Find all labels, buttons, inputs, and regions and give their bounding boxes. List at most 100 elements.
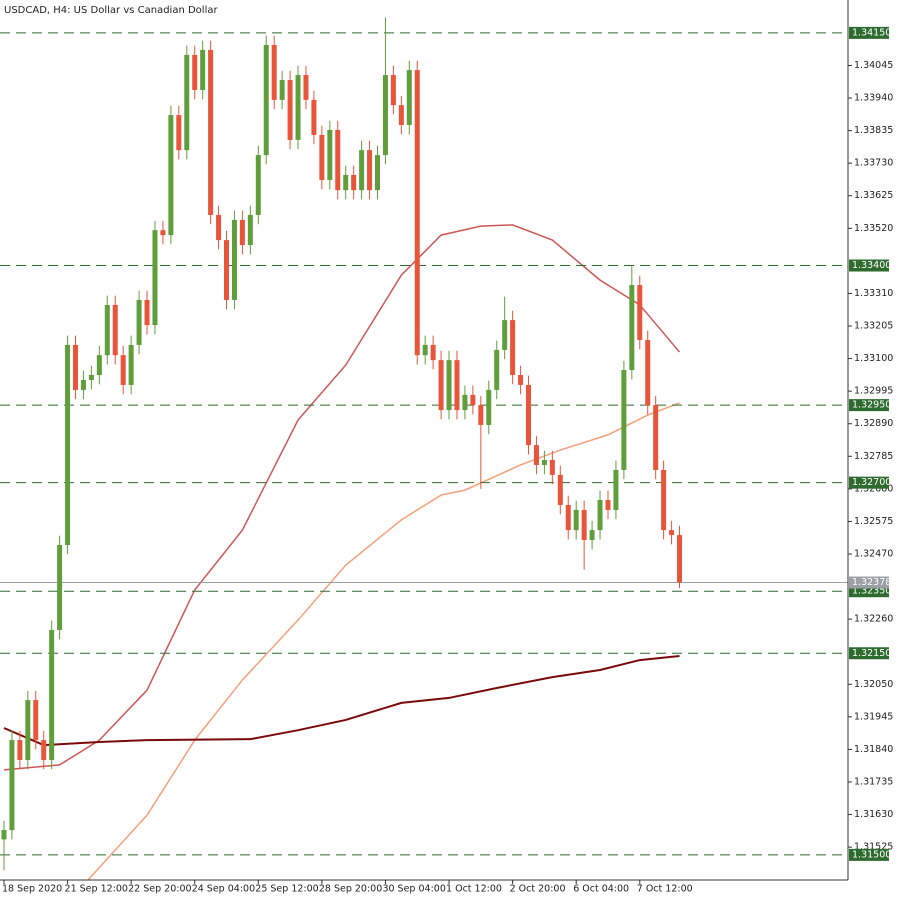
last-price-label-box	[849, 576, 889, 589]
candle-body	[303, 75, 309, 100]
candle-body	[589, 530, 595, 541]
candle-body	[287, 80, 293, 140]
level-label-box	[849, 848, 889, 861]
level-label: 1.34150	[852, 27, 891, 38]
candle-body	[454, 360, 460, 411]
candle-body	[573, 509, 579, 531]
plot-area	[0, 17, 848, 880]
candle-body	[533, 445, 539, 465]
candle-body	[247, 214, 253, 246]
level-label: 1.32950	[852, 400, 891, 411]
candle-body	[335, 129, 341, 191]
candle-body	[200, 49, 206, 90]
candle-body	[263, 44, 269, 156]
candle-body	[661, 469, 667, 531]
candle-body	[327, 129, 333, 180]
candle-body	[96, 355, 102, 376]
y-tick-label: 1.33835	[854, 125, 893, 136]
candle-body	[637, 285, 643, 340]
candle-body	[351, 174, 357, 191]
candle-body	[470, 394, 476, 406]
y-tick-label: 1.33625	[854, 190, 893, 201]
y-tick-label: 1.33310	[854, 288, 893, 299]
level-label: 1.32150	[852, 648, 891, 659]
candle-body	[446, 360, 452, 411]
candle-body	[9, 740, 15, 831]
candle-body	[510, 320, 516, 376]
candle-body	[255, 155, 261, 215]
candle-body	[239, 219, 245, 246]
candle-body	[271, 44, 277, 100]
candle-body	[184, 54, 190, 151]
candle-body	[382, 75, 388, 156]
candle-body	[565, 504, 571, 531]
candle-body	[367, 150, 373, 191]
candle-body	[343, 174, 349, 191]
moving-average-line	[3, 224, 681, 771]
level-label: 1.31500	[852, 849, 891, 860]
x-tick-label: 2 Oct 20:00	[510, 884, 566, 895]
candle-body	[279, 80, 285, 100]
candle-body	[557, 474, 563, 505]
candle-body	[645, 339, 651, 406]
x-tick-label: 30 Sep 04:00	[382, 884, 445, 895]
candle-body	[526, 384, 532, 446]
candle-body	[390, 75, 396, 106]
last-price-label: 1.32378	[852, 577, 891, 588]
y-tick-label: 1.32575	[854, 516, 893, 527]
level-label: 1.32350	[852, 586, 891, 597]
x-tick-label: 28 Sep 20:00	[319, 884, 382, 895]
candle-body	[613, 469, 619, 510]
candle-body	[605, 500, 611, 510]
candle-body	[486, 389, 492, 425]
candle-body	[629, 285, 635, 371]
candle-body	[541, 460, 547, 465]
candle-body	[430, 344, 436, 361]
candle-body	[168, 115, 174, 236]
level-label: 1.33400	[852, 260, 891, 271]
candle-body	[112, 304, 118, 356]
y-tick-label: 1.32470	[854, 548, 893, 559]
candle-body	[406, 70, 412, 126]
candle-body	[677, 535, 683, 583]
y-tick-label: 1.32260	[854, 614, 893, 625]
candle-body	[1, 830, 7, 840]
y-tick-label: 1.33940	[854, 93, 893, 104]
candle-body	[144, 299, 150, 326]
y-tick-label: 1.32995	[854, 386, 893, 397]
y-tick-label: 1.34045	[854, 60, 893, 71]
y-tick-label: 1.31945	[854, 711, 893, 722]
candle-body	[25, 700, 31, 760]
y-tick-label: 1.31630	[854, 809, 893, 820]
candle-body	[49, 629, 55, 760]
candle-body	[375, 155, 381, 191]
y-tick-label: 1.33205	[854, 321, 893, 332]
level-label-box	[849, 399, 889, 412]
candle-body	[319, 134, 325, 180]
level-label-box	[849, 476, 889, 489]
candle-body	[192, 54, 198, 90]
level-label: 1.32700	[852, 477, 891, 488]
candle-body	[462, 394, 468, 411]
candle-body	[17, 740, 23, 760]
candle-body	[152, 230, 158, 326]
candle-body	[128, 344, 134, 385]
level-label-box	[849, 259, 889, 272]
x-tick-label: 25 Sep 12:00	[255, 884, 318, 895]
candle-body	[581, 509, 587, 541]
candle-body	[88, 375, 94, 380]
candle-body	[216, 214, 222, 241]
candle-body	[518, 375, 524, 385]
y-tick-label: 1.33520	[854, 223, 893, 234]
candle-body	[502, 320, 508, 350]
candle-body	[41, 740, 47, 760]
candle-body	[80, 379, 86, 390]
candle-body	[422, 344, 428, 356]
candle-body	[549, 460, 555, 475]
candle-body	[73, 344, 79, 390]
moving-average-line	[86, 402, 680, 880]
